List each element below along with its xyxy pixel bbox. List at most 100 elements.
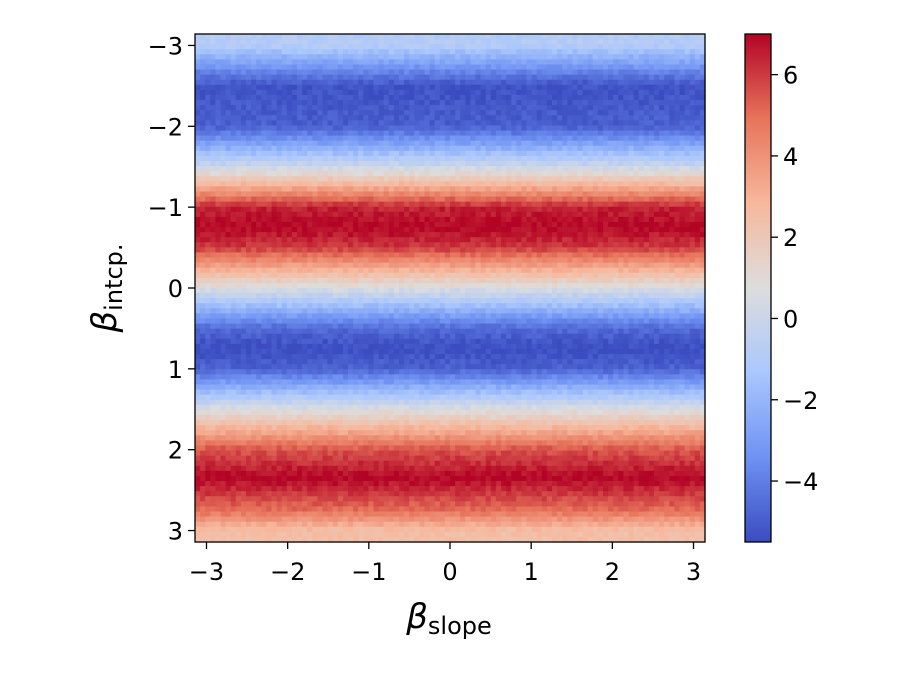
heatmap-cell (690, 263, 696, 269)
heatmap-cell (486, 131, 492, 137)
heatmap-cell (277, 54, 283, 60)
heatmap-cell (210, 141, 216, 147)
heatmap-cell (277, 151, 283, 157)
heatmap-cell (200, 191, 206, 197)
heatmap-cell (282, 207, 288, 213)
heatmap-cell (282, 136, 288, 142)
heatmap-cell (511, 278, 517, 284)
heatmap-cell (307, 258, 313, 264)
heatmap-cell (603, 202, 609, 208)
heatmap-cell (389, 85, 395, 91)
heatmap-cell (470, 217, 476, 223)
heatmap-cell (659, 242, 665, 248)
heatmap-cell (363, 95, 369, 101)
heatmap-cell (353, 161, 359, 167)
heatmap-cell (685, 232, 691, 238)
heatmap-cell (603, 131, 609, 137)
heatmap-cell (246, 161, 252, 167)
heatmap-cell (231, 49, 237, 55)
heatmap-cell (302, 105, 308, 111)
heatmap-cell (394, 268, 400, 274)
heatmap-cell (445, 227, 451, 233)
heatmap-cell (470, 176, 476, 182)
heatmap-cell (501, 141, 507, 147)
heatmap-cell (414, 70, 420, 76)
heatmap-cell (409, 161, 415, 167)
heatmap-cell (608, 202, 614, 208)
heatmap-cell (557, 49, 563, 55)
heatmap-cell (542, 171, 548, 177)
heatmap-cell (205, 258, 211, 264)
heatmap-cell (307, 136, 313, 142)
heatmap-cell (205, 273, 211, 279)
heatmap-cell (384, 110, 390, 116)
heatmap-cell (374, 151, 380, 157)
heatmap-cell (695, 95, 701, 101)
heatmap-cell (292, 258, 298, 264)
heatmap-cell (578, 217, 584, 223)
heatmap-cell (272, 54, 278, 60)
heatmap-cell (562, 105, 568, 111)
heatmap-cell (317, 263, 323, 269)
heatmap-cell (195, 237, 201, 243)
heatmap-cell (246, 283, 252, 289)
heatmap-cell (460, 278, 466, 284)
heatmap-cell (486, 268, 492, 274)
heatmap-cell (363, 222, 369, 228)
heatmap-cell (562, 80, 568, 86)
heatmap-cell (583, 70, 589, 76)
heatmap-cell (450, 64, 456, 70)
heatmap-cell (593, 268, 599, 274)
heatmap-cell (613, 136, 619, 142)
heatmap-cell (251, 232, 257, 238)
heatmap-cell (307, 141, 313, 147)
heatmap-cell (511, 64, 517, 70)
heatmap-cell (414, 278, 420, 284)
heatmap-cell (348, 278, 354, 284)
heatmap-cell (277, 90, 283, 96)
heatmap-cell (343, 54, 349, 60)
heatmap-cell (537, 105, 543, 111)
heatmap-cell (277, 75, 283, 81)
heatmap-cell (358, 212, 364, 218)
heatmap-cell (659, 268, 665, 274)
heatmap-cell (282, 186, 288, 192)
heatmap-cell (644, 95, 650, 101)
heatmap-cell (312, 100, 318, 106)
heatmap-cell (287, 156, 293, 162)
heatmap-cell (639, 75, 645, 81)
heatmap-cell (394, 222, 400, 228)
heatmap-cell (358, 171, 364, 177)
heatmap-cell (634, 181, 640, 187)
heatmap-cell (221, 227, 227, 233)
heatmap-cell (695, 227, 701, 233)
heatmap-cell (567, 166, 573, 172)
heatmap-cell (256, 222, 262, 228)
heatmap-cell (221, 100, 227, 106)
heatmap-cell (226, 125, 232, 131)
heatmap-cell (465, 278, 471, 284)
heatmap-cell (409, 202, 415, 208)
heatmap-cell (404, 212, 410, 218)
heatmap-cell (277, 202, 283, 208)
heatmap-cell (317, 85, 323, 91)
heatmap-cell (282, 141, 288, 147)
heatmap-cell (654, 64, 660, 70)
heatmap-cell (358, 70, 364, 76)
heatmap-cell (246, 54, 252, 60)
heatmap-cell (695, 90, 701, 96)
heatmap-cell (481, 197, 487, 203)
heatmap-cell (562, 181, 568, 187)
heatmap-cell (511, 263, 517, 269)
heatmap-cell (623, 268, 629, 274)
heatmap-cell (307, 247, 313, 253)
heatmap-cell (266, 136, 272, 142)
heatmap-cell (669, 227, 675, 233)
heatmap-cell (460, 70, 466, 76)
heatmap-cell (384, 278, 390, 284)
heatmap-cell (572, 39, 578, 45)
heatmap-cell (695, 252, 701, 258)
heatmap-cell (455, 70, 461, 76)
heatmap-cell (210, 146, 216, 152)
heatmap-cell (613, 207, 619, 213)
